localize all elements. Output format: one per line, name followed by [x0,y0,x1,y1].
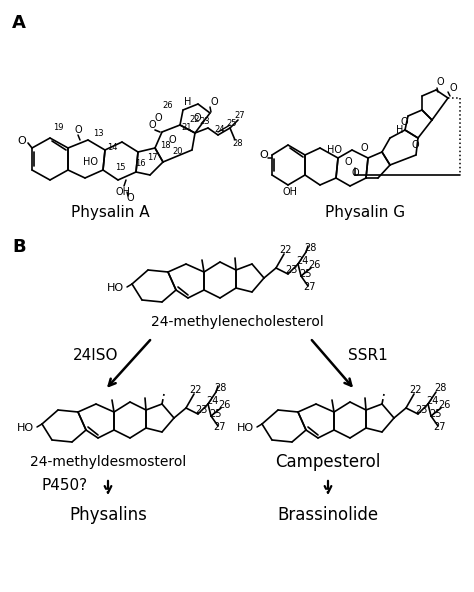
Text: 22: 22 [190,385,202,395]
Text: 24: 24 [206,396,218,406]
Text: 25: 25 [430,409,442,419]
Text: O: O [449,83,457,93]
Text: O: O [436,77,444,87]
Text: HO: HO [17,423,34,433]
Text: 24: 24 [426,396,438,406]
Text: 23: 23 [200,117,210,127]
Text: 28: 28 [233,139,243,147]
Text: 24: 24 [215,126,225,134]
Text: HO: HO [83,157,98,167]
Text: OH: OH [116,187,130,197]
Text: H: H [396,125,404,135]
Text: O: O [360,143,368,153]
Text: 25: 25 [210,409,222,419]
Text: Physalins: Physalins [69,506,147,524]
Text: B: B [12,238,26,256]
Text: SSR1: SSR1 [348,348,388,362]
Text: Physalin A: Physalin A [71,204,149,220]
Text: 28: 28 [214,383,226,393]
Text: 26: 26 [218,400,230,410]
Text: 26: 26 [163,101,173,110]
Text: 19: 19 [53,123,63,131]
Text: 27: 27 [304,282,316,292]
Text: 22: 22 [410,385,422,395]
Text: 23: 23 [415,405,427,415]
Text: Physalin G: Physalin G [325,204,405,220]
Text: Brassinolide: Brassinolide [277,506,379,524]
Text: 25: 25 [227,118,237,127]
Text: O: O [411,140,419,150]
Text: 27: 27 [214,422,226,432]
Text: 20: 20 [173,147,183,156]
Text: 27: 27 [434,422,446,432]
Text: O: O [74,125,82,135]
Text: O: O [210,97,218,107]
Text: O: O [351,168,359,178]
Text: O: O [126,193,134,203]
Text: O: O [18,136,27,146]
Text: 22: 22 [190,115,200,124]
Text: A: A [12,14,26,32]
Text: 23: 23 [195,405,207,415]
Text: 16: 16 [135,159,146,168]
Text: Campesterol: Campesterol [275,453,381,471]
Text: O: O [154,113,162,123]
Text: 15: 15 [115,163,125,172]
Text: O: O [193,113,201,123]
Text: 24-methylenecholesterol: 24-methylenecholesterol [151,315,323,329]
Text: P450?: P450? [42,478,88,493]
Text: HO: HO [327,145,342,155]
Text: 28: 28 [434,383,446,393]
Text: 24: 24 [296,256,308,266]
Text: 13: 13 [93,128,103,137]
Text: 22: 22 [280,245,292,255]
Text: 23: 23 [285,265,297,275]
Text: OH: OH [283,187,298,197]
Text: HO: HO [237,423,254,433]
Text: 26: 26 [308,260,320,270]
Text: O: O [148,120,156,130]
Text: 25: 25 [300,269,312,279]
Text: H: H [184,97,191,107]
Text: 21: 21 [182,123,192,131]
Text: O: O [400,117,408,127]
Text: 18: 18 [160,140,170,150]
Text: O: O [168,135,176,145]
Text: HO: HO [107,283,124,293]
Text: O: O [344,157,352,167]
Text: O: O [260,150,268,160]
Text: 14: 14 [107,143,117,152]
Text: 28: 28 [304,243,316,253]
Text: 24ISO: 24ISO [73,348,118,362]
Text: 27: 27 [235,111,246,121]
Text: 17: 17 [146,153,157,162]
Text: 26: 26 [438,400,450,410]
Text: 24-methyldesmosterol: 24-methyldesmosterol [30,455,186,469]
